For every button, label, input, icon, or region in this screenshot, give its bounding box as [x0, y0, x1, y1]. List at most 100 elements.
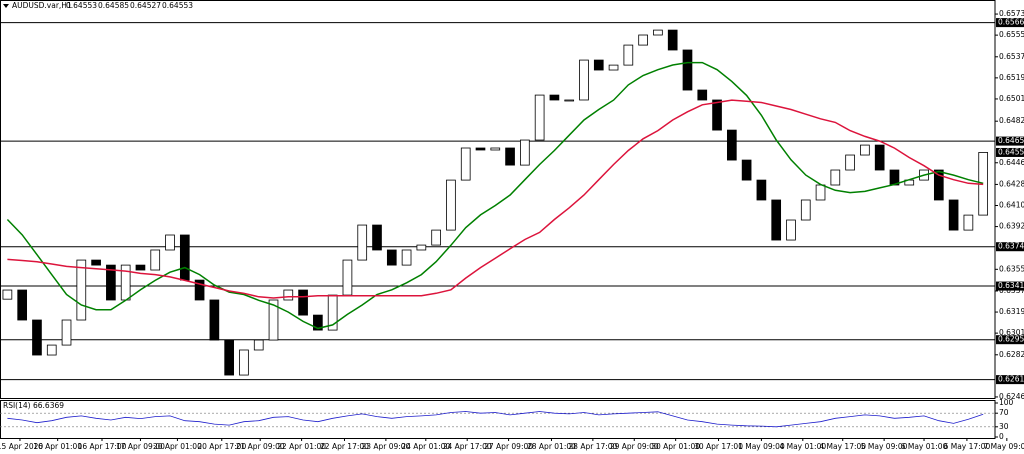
- level-label: 0.62954: [998, 335, 1024, 344]
- candle-body: [135, 264, 146, 271]
- candle-body: [446, 179, 456, 231]
- x-tick-label: 23 Apr 09:00: [361, 442, 410, 451]
- candle-body: [682, 49, 693, 91]
- candle-body: [76, 259, 87, 321]
- candle-body: [386, 249, 397, 266]
- y-tick-label: 0.64465: [999, 158, 1024, 167]
- candle-body: [741, 159, 752, 181]
- candle-body: [549, 94, 560, 101]
- rsi-value: 66.6369: [33, 401, 64, 410]
- x-tick-label: 20 Apr 01:00: [153, 442, 202, 451]
- x-tick-label: 21 Apr 09:00: [236, 442, 285, 451]
- candle-body: [372, 224, 382, 251]
- x-tick-label: 24 Apr 01:00: [401, 442, 450, 451]
- candle-body: [342, 259, 353, 296]
- candle-body: [460, 147, 471, 181]
- y-tick-label: 0.65735: [999, 9, 1024, 18]
- rsi-tick-label: 30: [999, 422, 1009, 431]
- header-price: 0.64585: [98, 1, 129, 10]
- x-tick-label: 30 Apr 17:00: [694, 442, 743, 451]
- candle-body: [2, 289, 13, 300]
- rsi-tick-label: 0: [999, 432, 1004, 441]
- x-tick-label: 16 Apr 01:00: [33, 442, 82, 451]
- level-label-box: [996, 18, 1024, 28]
- moving-average: [7, 99, 984, 299]
- rsi-tick-label: 70: [999, 408, 1009, 417]
- x-tick-label: 15 Apr 2020: [0, 442, 43, 451]
- header-price: 0.64553: [66, 1, 97, 10]
- candle-body: [653, 29, 663, 36]
- x-tick-label: 28 Apr 17:00: [568, 442, 617, 451]
- candle-body: [860, 144, 870, 156]
- candle-body: [756, 179, 767, 201]
- x-tick-label: 27 Apr 09:00: [484, 442, 533, 451]
- level-label: 0.62613: [998, 375, 1024, 384]
- candle-body: [845, 154, 855, 171]
- y-tick-label: 0.62825: [999, 350, 1024, 359]
- level-label-box: [996, 242, 1024, 252]
- candle-body: [313, 314, 323, 331]
- x-tick-label: 4 May 17:00: [819, 442, 866, 451]
- current-price-label: 0.64553: [998, 147, 1024, 156]
- candle-body: [697, 89, 708, 101]
- candle-body: [963, 214, 974, 231]
- symbol: AUDUSD.var,H1: [12, 1, 72, 10]
- rsi-line: [7, 411, 984, 428]
- level-label: 0.63412: [998, 281, 1024, 290]
- y-tick-label: 0.63555: [999, 264, 1024, 273]
- candle-body: [593, 59, 604, 71]
- candle-body: [948, 199, 959, 231]
- candle-body: [874, 144, 885, 171]
- candle-body: [46, 344, 57, 356]
- x-tick-label: 1 May 09:00: [738, 442, 785, 451]
- candle-body: [32, 319, 42, 356]
- x-tick-label: 4 May 01:00: [779, 442, 826, 451]
- candle-body: [431, 229, 441, 246]
- candle-body: [209, 299, 220, 341]
- candle-body: [283, 289, 294, 301]
- candle-body: [564, 99, 575, 102]
- candle-body: [638, 34, 648, 46]
- candle-body: [17, 289, 28, 321]
- y-tick-label: 0.65555: [999, 30, 1024, 39]
- candle-body: [150, 249, 161, 271]
- candle-body: [253, 339, 264, 351]
- candle-body: [623, 44, 634, 66]
- candle-body: [579, 59, 589, 101]
- x-tick-label: 20 Apr 17:00: [197, 442, 246, 451]
- candle-body: [490, 147, 501, 151]
- x-tick-label: 6 May 01:00: [901, 442, 948, 451]
- candle-body: [91, 259, 101, 266]
- candle-body: [830, 169, 841, 186]
- candle-body: [505, 147, 515, 166]
- candle-body: [534, 94, 545, 141]
- x-tick-label: 28 Apr 01:00: [527, 442, 576, 451]
- y-tick-label: 0.62465: [999, 392, 1024, 401]
- candle-body: [416, 244, 427, 251]
- candle-body: [667, 29, 678, 51]
- level-label-box: [996, 335, 1024, 345]
- symbol-marker: [3, 4, 9, 8]
- rsi-panel-frame: [0, 400, 996, 439]
- candle-body: [726, 129, 737, 161]
- moving-average: [6, 61, 984, 330]
- header-price: 0.64527: [130, 1, 161, 10]
- x-tick-label: 7 May 09:00: [983, 442, 1024, 451]
- candle-body: [800, 199, 811, 221]
- candle-body: [933, 169, 944, 201]
- candle-body: [224, 339, 234, 376]
- candle-body: [815, 184, 826, 201]
- current-price-box: [996, 147, 1024, 157]
- candle-body: [357, 224, 368, 261]
- candle-body: [194, 279, 205, 301]
- rsi-tick-label: 100: [999, 398, 1014, 407]
